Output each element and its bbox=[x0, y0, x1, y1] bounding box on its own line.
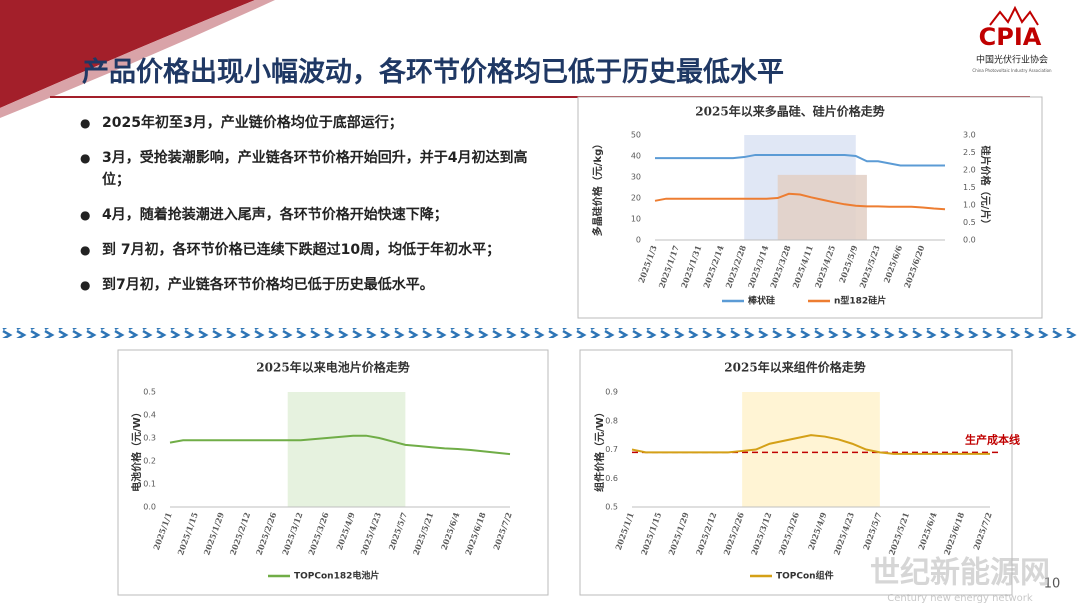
y2-tick-label: 0.5 bbox=[963, 218, 976, 227]
y-tick-label: 40 bbox=[631, 152, 641, 161]
y2-tick-label: 2.0 bbox=[963, 166, 976, 175]
bullet: 2025年初至3月，产业链价格均位于底部运行； bbox=[80, 112, 555, 134]
logo-sun bbox=[989, 5, 1039, 26]
y-tick-label: 0.6 bbox=[605, 474, 618, 483]
y2-tick-label: 1.0 bbox=[963, 201, 976, 210]
y-axis-label: 多晶硅价格（元/kg） bbox=[591, 139, 604, 236]
y-tick-label: 0 bbox=[636, 236, 641, 245]
logo-org-en: China Photovoltaic Industry Association bbox=[972, 68, 1052, 73]
corner-decoration bbox=[0, 0, 255, 108]
y2-tick-label: 2.5 bbox=[963, 148, 976, 157]
y-tick-label: 0.5 bbox=[143, 388, 156, 397]
series-line bbox=[631, 434, 990, 455]
y-tick-label: 0.1 bbox=[143, 480, 156, 489]
page-number: 10 bbox=[1044, 577, 1061, 592]
reference-label: 生产成本线 bbox=[965, 432, 1020, 446]
bullet: 3月，受抢装潮影响，产业链各环节价格开始回升，并于4月初达到高位； bbox=[80, 147, 555, 191]
y-tick-label: 50 bbox=[631, 131, 641, 140]
series-line bbox=[169, 434, 511, 456]
y2-tick-label: 0.0 bbox=[963, 236, 976, 245]
y-tick-label: 0.8 bbox=[605, 416, 618, 425]
y-tick-label: 20 bbox=[631, 194, 641, 203]
y-axis-label: 电池价格（元/W） bbox=[130, 407, 143, 492]
y-tick-label: 0.7 bbox=[605, 445, 618, 454]
highlight-band bbox=[287, 392, 406, 507]
chart-title: 2025年以来多晶硅、硅片价格走势 bbox=[695, 104, 884, 119]
legend-label: 棒状硅 bbox=[748, 295, 775, 307]
y-tick-label: 30 bbox=[631, 173, 641, 182]
logo-org: 中国光伏行业协会 bbox=[976, 54, 1048, 66]
bullet-list: 2025年初至3月，产业链价格均位于底部运行； 3月，受抢装潮影响，产业链各环节… bbox=[80, 112, 555, 309]
y-axis-label: 组件价格（元/W） bbox=[593, 407, 606, 492]
chart-title: 2025年以来电池片价格走势 bbox=[256, 360, 409, 375]
watermark: 世纪新能源网 bbox=[870, 556, 1050, 591]
legend-label: TOPCon182电池片 bbox=[294, 570, 379, 582]
slide-title: 产品价格出现小幅波动，各环节价格均已低于历史最低水平 bbox=[82, 57, 784, 88]
y-tick-label: 0.9 bbox=[605, 388, 618, 397]
y2-tick-label: 3.0 bbox=[963, 131, 976, 140]
bullet: 4月，随着抢装潮进入尾声，各环节价格开始快速下降； bbox=[80, 204, 555, 226]
y-tick-label: 0.0 bbox=[143, 503, 156, 512]
y2-axis-label: 硅片价格（元/片） bbox=[979, 146, 992, 230]
y-tick-label: 10 bbox=[631, 215, 641, 224]
y2-tick-label: 1.5 bbox=[963, 183, 976, 192]
series-line bbox=[654, 192, 946, 211]
series-line bbox=[655, 153, 945, 167]
y-tick-label: 0.4 bbox=[143, 411, 156, 420]
y-tick-label: 0.5 bbox=[605, 503, 618, 512]
highlight-band bbox=[777, 174, 867, 240]
y-tick-label: 0.3 bbox=[143, 434, 156, 443]
bullet: 到7月初，产业链各环节价格均已低于历史最低水平。 bbox=[80, 274, 555, 296]
bullet: 到 7月初，各环节价格已连续下跌超过10周，均低于年初水平； bbox=[80, 239, 555, 261]
divider bbox=[0, 328, 1080, 338]
y-tick-label: 0.2 bbox=[143, 457, 156, 466]
corner-swoosh bbox=[0, 0, 275, 118]
legend-label: TOPCon组件 bbox=[776, 570, 834, 582]
highlight-band bbox=[742, 392, 880, 507]
watermark-en: Century new energy network bbox=[887, 593, 1033, 604]
legend-label: n型182硅片 bbox=[834, 295, 886, 307]
chart-title: 2025年以来组件价格走势 bbox=[724, 360, 865, 375]
logo: CPIA bbox=[979, 23, 1042, 51]
